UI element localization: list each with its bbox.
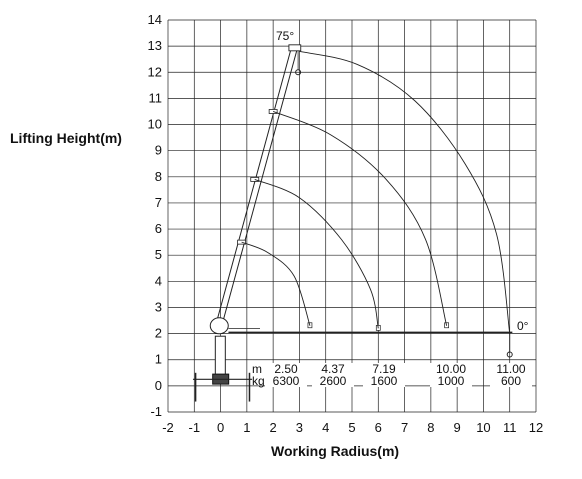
y-tick-label: 14 [148, 12, 162, 27]
boom-edge [220, 49, 298, 330]
boom-angle-label-75: 75° [276, 29, 294, 43]
y-tick-label: 7 [155, 195, 162, 210]
envelope-curve-2 [254, 178, 379, 329]
load-table-load: 2600 [320, 374, 347, 388]
load-table-radius: 2.50 [274, 362, 298, 376]
hook [295, 69, 302, 76]
x-tick-label: 2 [270, 420, 277, 435]
load-table-radius: 7.19 [372, 362, 396, 376]
x-tick-label: 11 [503, 420, 517, 435]
load-table-cell-bg [312, 363, 354, 387]
hook [506, 351, 513, 358]
load-table-radius-unit: m [252, 362, 262, 376]
load-table-load: 600 [501, 374, 521, 388]
x-tick-label: 10 [476, 420, 490, 435]
x-tick-label: 5 [348, 420, 355, 435]
y-tick-label: 9 [155, 143, 162, 158]
x-tick-label: 6 [375, 420, 382, 435]
load-table-load: 6300 [273, 374, 300, 388]
y-tick-label: 3 [155, 299, 162, 314]
x-tick-label: 0 [217, 420, 224, 435]
annotations: 75° 0° m kg [252, 29, 529, 388]
load-table-load: 1600 [371, 374, 398, 388]
y-tick-label: 6 [155, 221, 162, 236]
x-tick-label: -1 [189, 420, 201, 435]
load-table-load: 1000 [438, 374, 465, 388]
boom-angle-label-0: 0° [517, 319, 529, 333]
load-table-load-unit: kg [252, 374, 265, 388]
y-tick-label: 13 [148, 38, 162, 53]
load-table-cell-bg [430, 363, 472, 387]
envelope-curve-4 [299, 50, 511, 334]
y-tick-label: 11 [149, 90, 163, 105]
x-tick-label: 9 [454, 420, 461, 435]
x-axis-label: Working Radius(m) [271, 443, 400, 459]
y-tick-label: 4 [155, 273, 162, 288]
load-table-radius: 4.37 [321, 362, 345, 376]
x-tick-label: 1 [243, 420, 250, 435]
x-tick-label: 3 [296, 420, 303, 435]
x-tick-label: -2 [162, 420, 174, 435]
turret [209, 317, 229, 335]
y-tick-label: 8 [155, 169, 162, 184]
y-axis-label: Lifting Height(m) [10, 130, 122, 146]
crane-boom-drawing [192, 44, 513, 402]
y-tick-label: 5 [155, 247, 162, 262]
x-tick-label: 7 [401, 420, 408, 435]
y-tick-label: 10 [148, 117, 162, 132]
load-envelope-curves [241, 50, 511, 334]
x-tick-label: 12 [529, 420, 543, 435]
x-tick-label: 8 [427, 420, 434, 435]
envelope-curve-1 [241, 241, 311, 326]
y-tick-label: -1 [150, 404, 162, 419]
y-tick-label: 1 [155, 352, 162, 367]
x-tick-label: 4 [322, 420, 329, 435]
y-tick-label: 0 [155, 378, 162, 393]
x-tick-labels: -2 -1 0 1 2 3 4 5 6 7 8 9 10 11 12 [162, 420, 543, 435]
y-tick-label: 2 [155, 326, 162, 341]
load-table-cell-bg [490, 363, 532, 387]
load-table-cell-bg [265, 363, 307, 387]
load-table-radius: 10.00 [436, 362, 466, 376]
load-table-cell-bg [363, 363, 405, 387]
load-table-radius: 11.00 [496, 362, 525, 376]
boom-head [288, 44, 302, 52]
grid [167, 19, 537, 413]
y-tick-label: 12 [148, 64, 162, 79]
envelope-curve-3 [272, 111, 448, 326]
boom-edge [214, 47, 292, 328]
